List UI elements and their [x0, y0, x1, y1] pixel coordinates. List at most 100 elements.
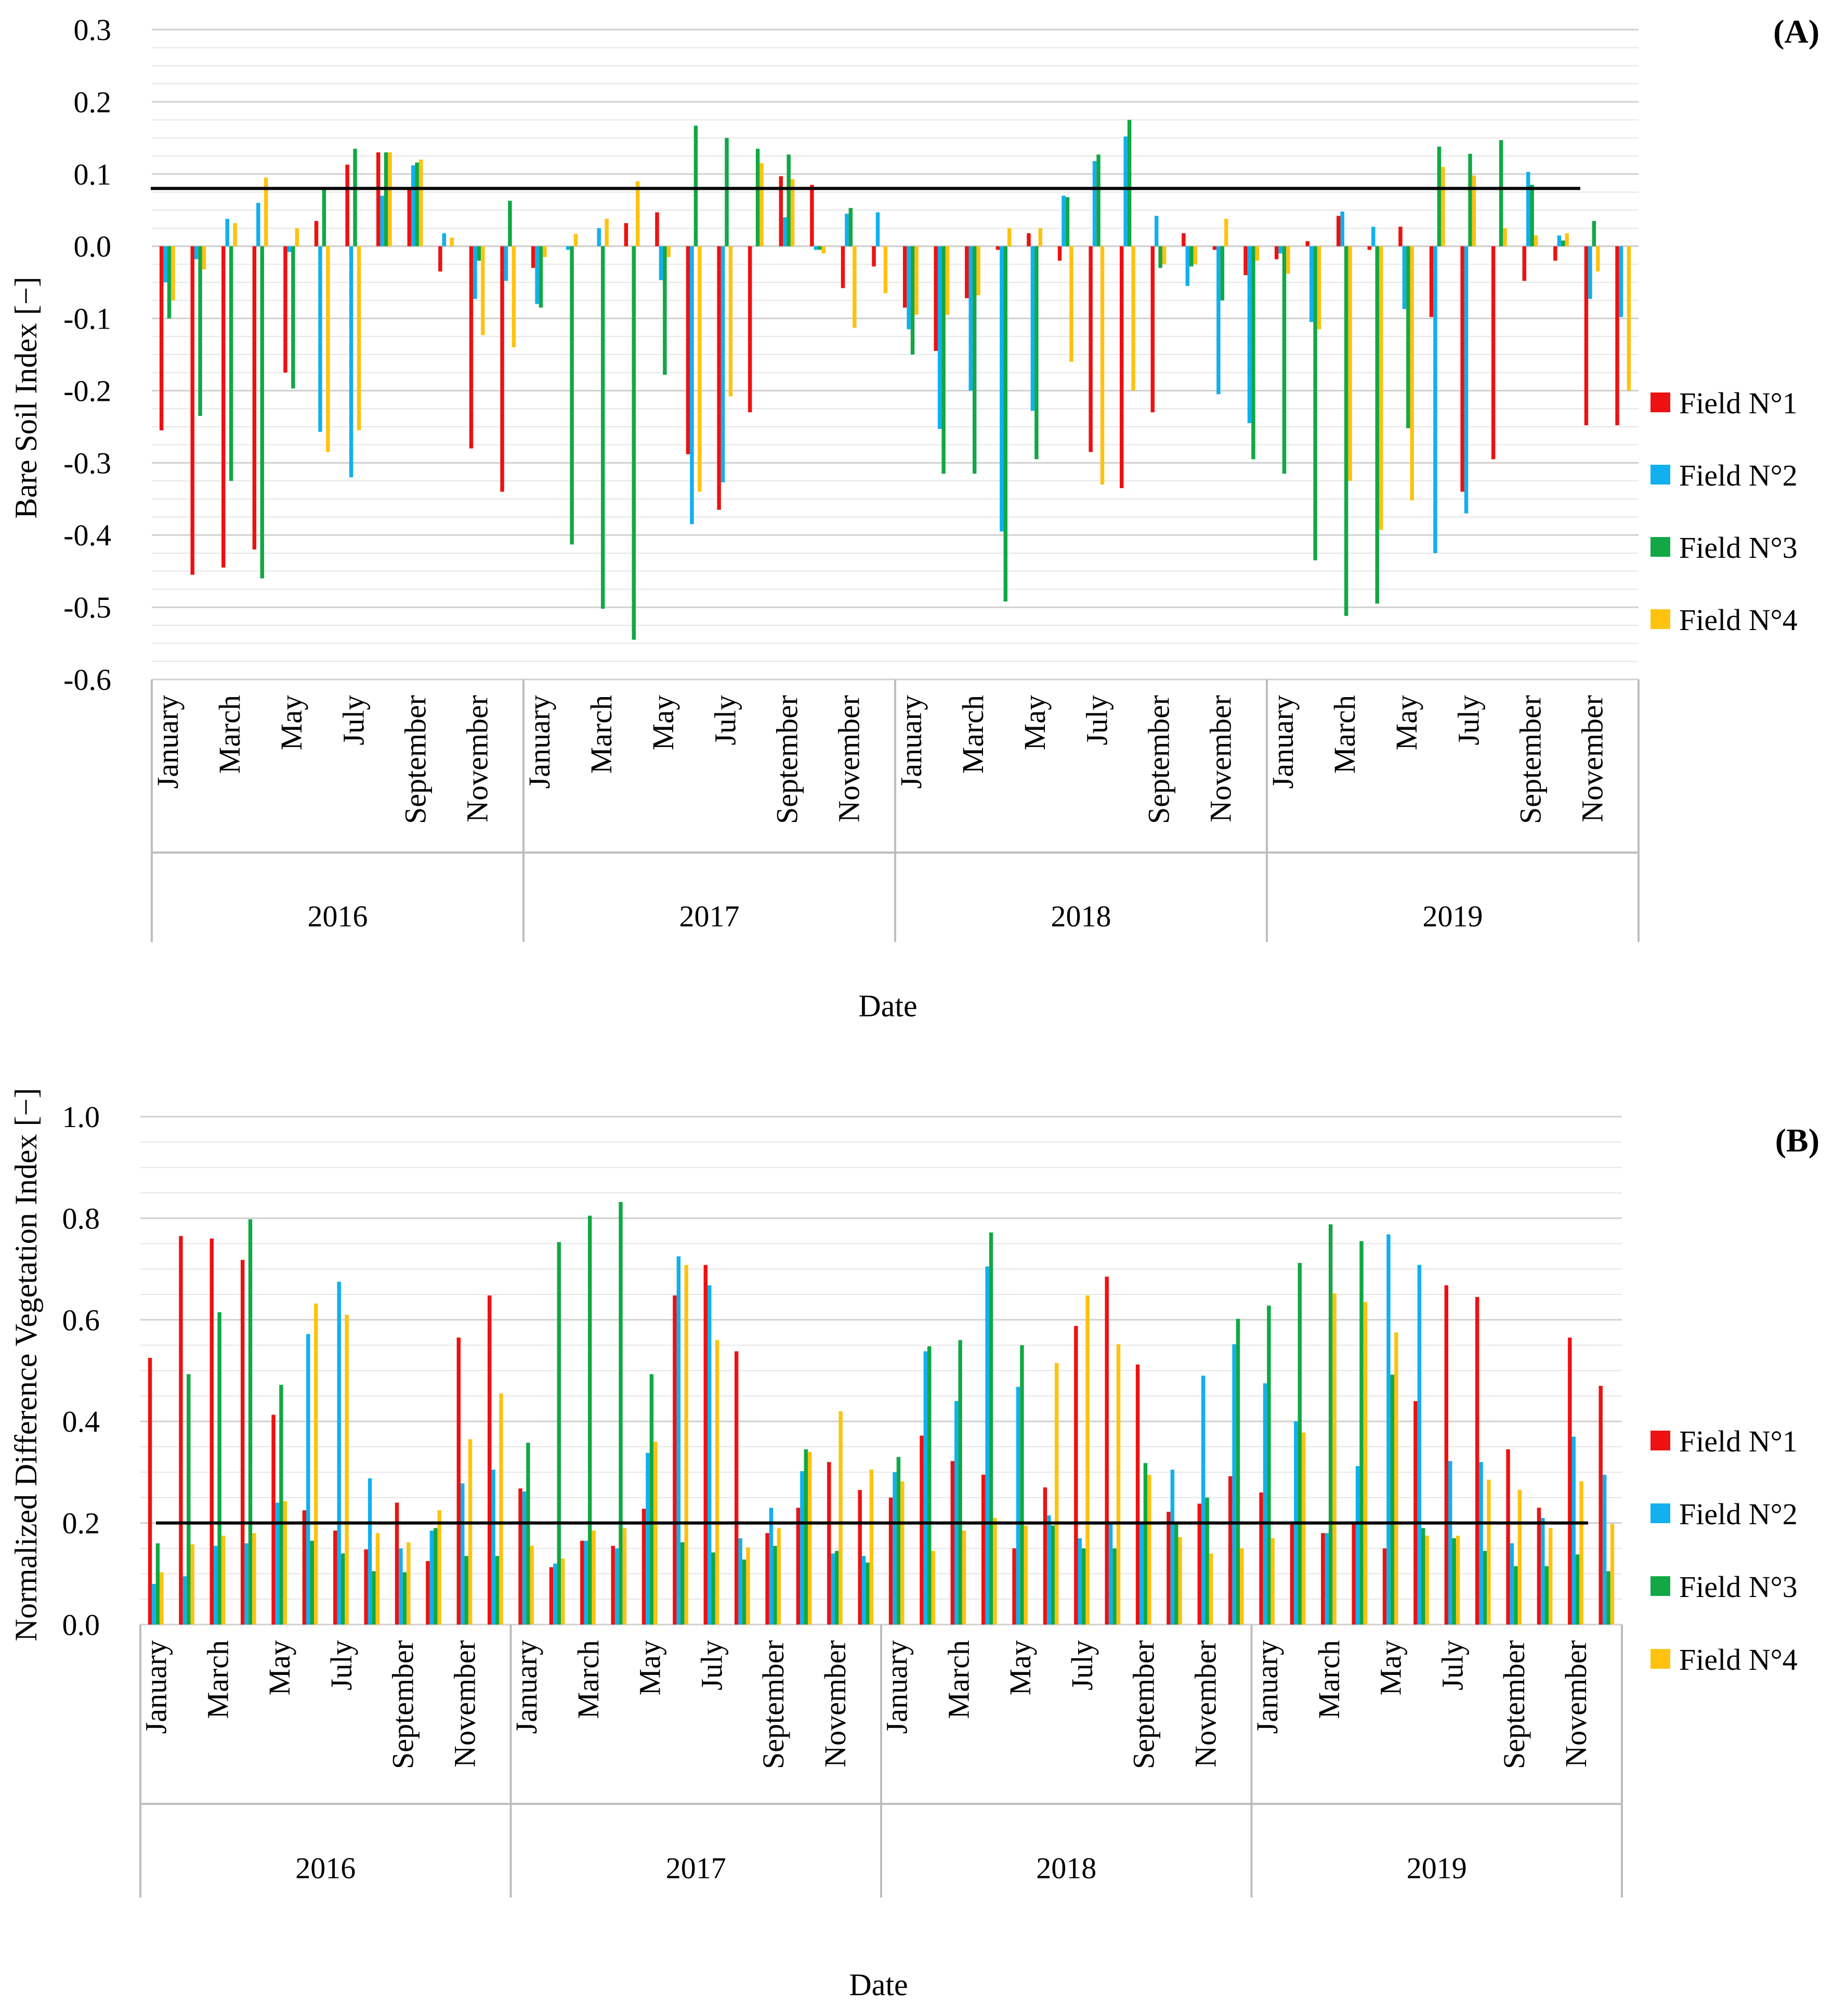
bar-field-n-2	[566, 246, 570, 250]
bar-field-n-3	[155, 1543, 160, 1625]
bar-field-n-3	[1468, 153, 1472, 246]
bar-field-n-2	[1108, 1523, 1113, 1625]
bar-field-n-4	[530, 1546, 534, 1625]
bar-field-n-4	[1240, 1548, 1244, 1625]
bar-field-n-4	[1162, 246, 1167, 265]
bar-field-n-1	[407, 187, 412, 246]
year-label: 2018	[1051, 899, 1111, 933]
bar-field-n-2	[690, 246, 694, 525]
y-tick-label: 0.1	[74, 158, 112, 191]
bar-field-n-4	[746, 1547, 750, 1625]
bar-field-n-4	[1069, 246, 1073, 362]
bar-field-n-3	[477, 246, 481, 261]
bar-field-n-3	[1561, 240, 1565, 246]
bar-field-n-3	[1251, 246, 1255, 460]
bar-field-n-1	[487, 1295, 492, 1625]
month-tick-label: September	[399, 695, 433, 824]
bar-field-n-4	[1317, 246, 1321, 330]
bar-field-n-2	[1355, 1466, 1360, 1625]
bar-field-n-2	[875, 212, 880, 246]
bar-field-n-3	[570, 246, 574, 545]
y-tick-label: 0.6	[62, 1303, 100, 1337]
month-tick-label: January	[522, 695, 556, 789]
bar-field-n-4	[543, 246, 547, 257]
month-tick-label: July	[1435, 1640, 1469, 1691]
bar-field-n-4	[1085, 1295, 1090, 1625]
bar-field-n-2	[720, 246, 725, 482]
year-label: 2016	[295, 1851, 356, 1885]
bar-field-n-2	[968, 246, 973, 391]
bar-field-n-2	[194, 246, 199, 259]
bar-field-n-1	[1429, 246, 1434, 317]
bar-field-n-2	[182, 1576, 187, 1625]
month-tick-label: May	[1003, 1640, 1037, 1695]
bar-field-n-4	[1255, 246, 1260, 261]
bar-field-n-2	[1078, 1538, 1082, 1625]
panel-b-label: (B)	[1775, 1122, 1819, 1159]
bar-field-n-2	[676, 1256, 681, 1625]
bar-field-n-2	[349, 246, 353, 478]
bar-field-n-3	[187, 1374, 191, 1625]
bar-field-n-2	[1464, 246, 1469, 514]
bar-field-n-4	[313, 1303, 318, 1625]
bar-field-n-1	[1074, 1326, 1078, 1625]
bar-field-n-1	[1135, 1364, 1140, 1625]
y-tick-label: -0.3	[63, 446, 111, 480]
panel-a-y-axis-title: Bare Soil Index [−]	[9, 277, 43, 518]
panel-a-grid	[152, 29, 1639, 680]
year-label: 2017	[679, 899, 740, 933]
bar-field-n-4	[945, 246, 950, 315]
bar-field-n-3	[834, 1551, 839, 1625]
bar-field-n-3	[725, 138, 729, 246]
legend-label: Field N°2	[1679, 459, 1798, 492]
bar-field-n-2	[399, 1548, 403, 1625]
bar-field-n-1	[1367, 246, 1372, 250]
bar-field-n-2	[1340, 212, 1344, 246]
bar-field-n-1	[1398, 227, 1403, 246]
bar-field-n-3	[1452, 1538, 1456, 1625]
bar-field-n-3	[415, 162, 419, 246]
bar-field-n-2	[411, 165, 415, 246]
bar-field-n-4	[728, 246, 733, 397]
bar-field-n-3	[711, 1552, 715, 1625]
y-tick-label: -0.1	[63, 302, 111, 336]
bar-field-n-4	[1116, 1344, 1121, 1625]
month-tick-label: July	[1080, 695, 1114, 745]
bar-field-n-1	[549, 1567, 554, 1625]
bar-field-n-2	[461, 1483, 465, 1625]
bar-field-n-4	[1178, 1537, 1182, 1625]
bar-field-n-1	[1522, 246, 1527, 281]
y-tick-label: -0.6	[63, 663, 111, 697]
bar-field-n-4	[202, 246, 206, 270]
bar-field-n-1	[221, 246, 226, 568]
bar-field-n-3	[1205, 1497, 1209, 1625]
bar-field-n-4	[1270, 1538, 1275, 1625]
bar-field-n-4	[481, 246, 485, 335]
bar-field-n-4	[1224, 218, 1228, 246]
bar-field-n-4	[592, 1530, 596, 1625]
bar-field-n-1	[1444, 1285, 1449, 1625]
bar-field-n-3	[848, 208, 853, 246]
bar-field-n-1	[148, 1358, 152, 1625]
bar-field-n-1	[345, 164, 349, 246]
bar-field-n-1	[395, 1502, 399, 1625]
bar-field-n-1	[641, 1509, 646, 1625]
bar-field-n-3	[229, 246, 233, 481]
bar-field-n-3	[557, 1242, 561, 1625]
bar-field-n-3	[1575, 1554, 1580, 1625]
bar-field-n-4	[698, 246, 702, 492]
bar-field-n-4	[190, 1544, 194, 1625]
bar-field-n-3	[1437, 147, 1442, 246]
bar-field-n-1	[1337, 216, 1341, 246]
bar-field-n-4	[1410, 246, 1414, 501]
bar-field-n-4	[605, 218, 609, 246]
bar-field-n-4	[264, 177, 268, 246]
panel-b-bars	[148, 1202, 1615, 1625]
bar-field-n-2	[504, 246, 508, 281]
month-tick-label: July	[1451, 695, 1485, 745]
bar-field-n-2	[1371, 227, 1376, 246]
bar-field-n-1	[995, 246, 1000, 250]
bar-field-n-2	[584, 1540, 588, 1625]
bar-field-n-3	[1359, 1241, 1364, 1625]
